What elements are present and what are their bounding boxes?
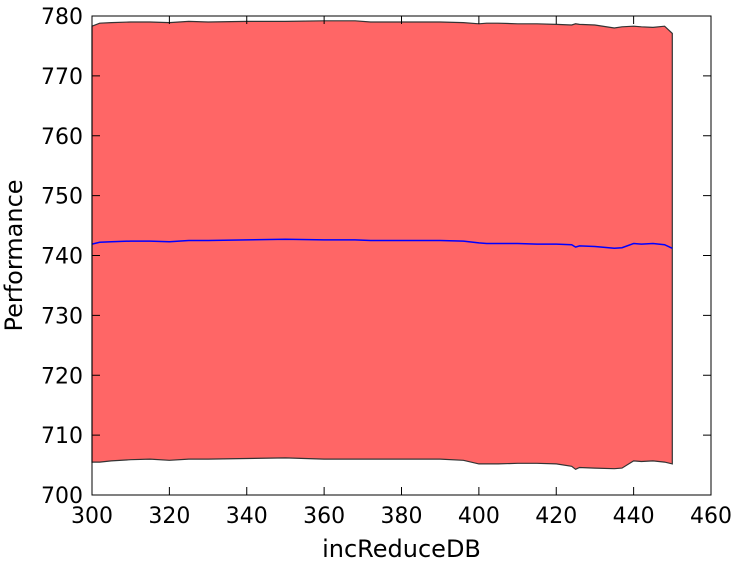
- y-tick-label: 740: [41, 245, 83, 270]
- x-axis-label: incReduceDB: [322, 535, 481, 563]
- y-tick-label: 780: [41, 5, 83, 30]
- mean-line: [91, 238, 673, 250]
- y-tick-label: 730: [41, 304, 83, 329]
- x-tick-label: 440: [613, 504, 655, 529]
- plot-area: [91, 20, 673, 470]
- y-axis-label: Performance: [0, 179, 28, 331]
- y-tick-label: 750: [41, 185, 83, 210]
- y-tick-label: 720: [41, 364, 83, 389]
- x-tick-label: 460: [690, 504, 732, 529]
- y-tick-label: 760: [41, 125, 83, 150]
- x-tick-label: 420: [535, 504, 577, 529]
- y-tick-label: 770: [41, 65, 83, 90]
- x-tick-label: 380: [381, 504, 423, 529]
- y-tick-label: 700: [41, 484, 83, 509]
- y-tick-label: 710: [41, 424, 83, 449]
- x-tick-label: 360: [303, 504, 345, 529]
- x-tick-label: 400: [458, 504, 500, 529]
- x-tick-label: 320: [148, 504, 190, 529]
- confidence-band: [91, 20, 673, 470]
- x-tick-label: 300: [71, 504, 113, 529]
- x-tick-label: 340: [226, 504, 268, 529]
- axes: 300 320 340 360 380 400 420 440 460 700 710 720 730 7…: [41, 5, 732, 529]
